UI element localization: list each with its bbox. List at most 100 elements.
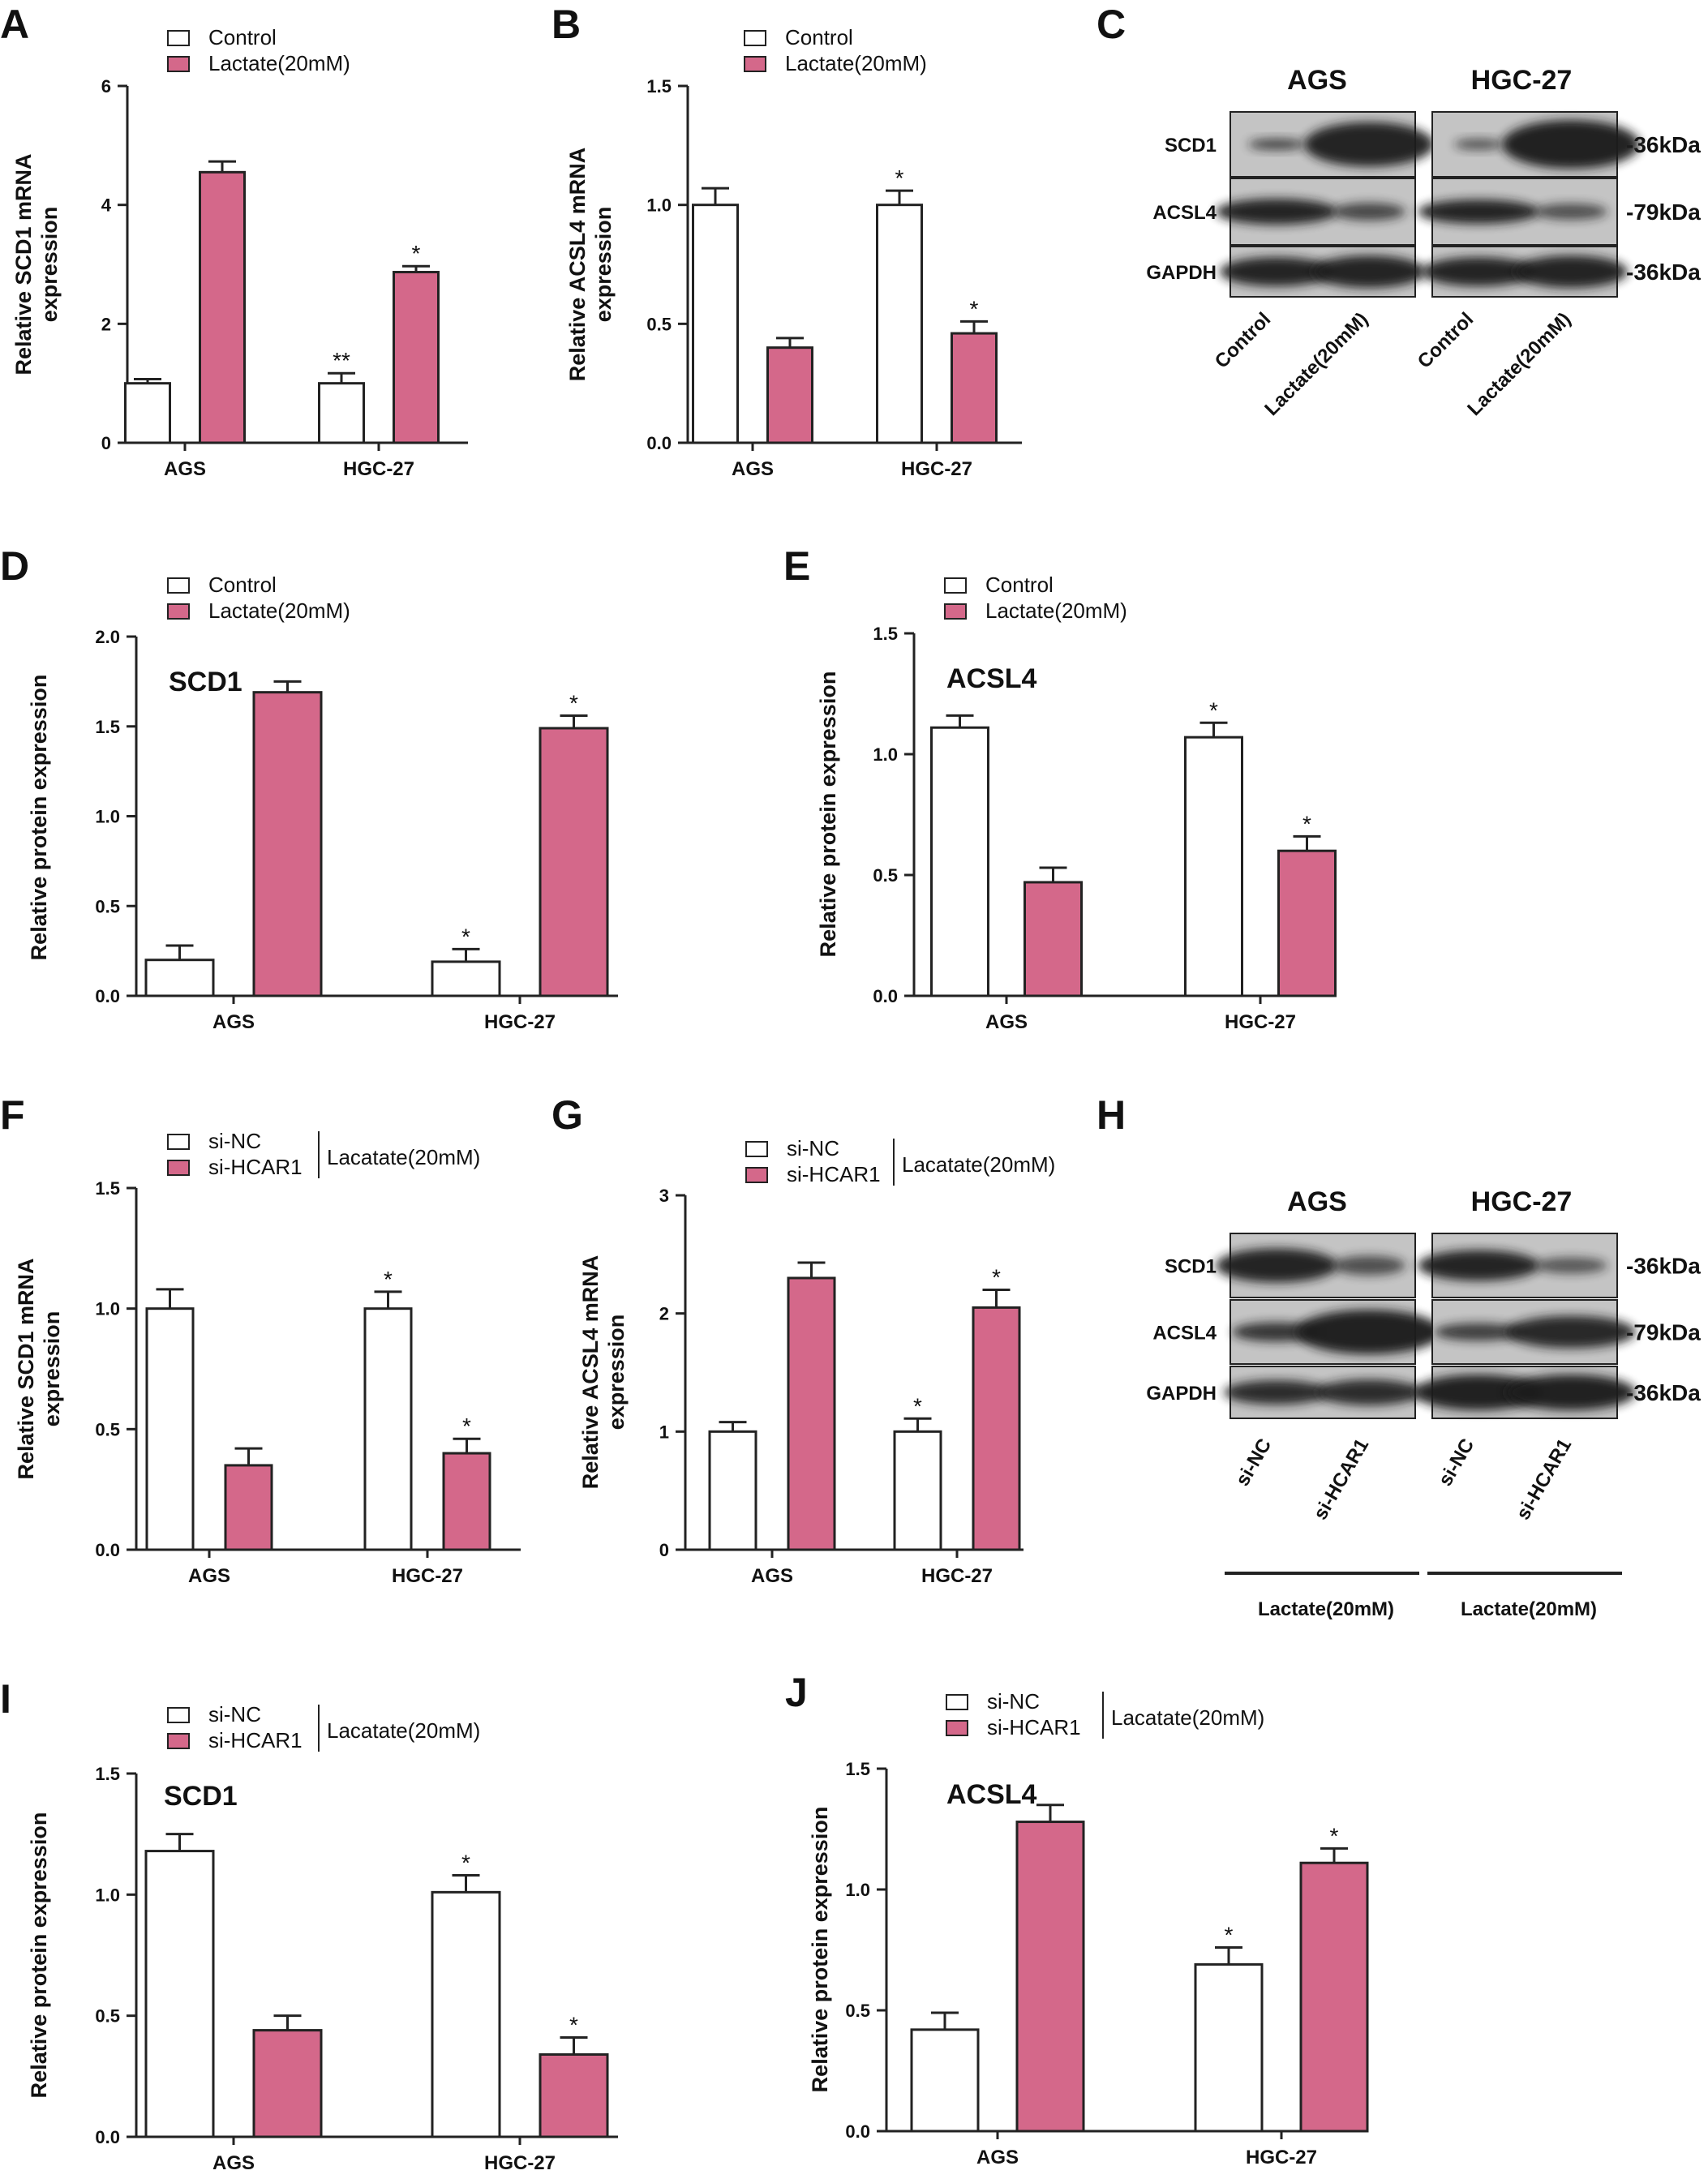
legend-swatch-white xyxy=(167,1134,190,1150)
x-tick-label: HGC-27 xyxy=(343,458,414,480)
legend-swatch-white xyxy=(167,577,190,594)
significance-mark: * xyxy=(913,1393,922,1418)
x-tick-label: HGC-27 xyxy=(901,458,972,480)
legend-suffix: Lacatate(20mM) xyxy=(327,1145,480,1169)
significance-mark: ** xyxy=(333,348,350,373)
y-axis-label-line: Relative protein expression xyxy=(27,675,51,961)
blot-band xyxy=(1422,257,1535,286)
blot-lane-label: si-NC xyxy=(1434,1435,1478,1491)
blot-lane-label: Control xyxy=(1414,308,1478,372)
blot-band xyxy=(1502,120,1640,169)
y-axis-label: Relative protein expression xyxy=(27,675,51,961)
y-tick-label: 6 xyxy=(101,76,111,97)
legend-swatch-white xyxy=(167,1707,190,1723)
legend-swatch-white xyxy=(944,577,967,594)
significance-mark: * xyxy=(461,1850,470,1875)
bar-treatment xyxy=(1024,881,1083,997)
bar-treatment xyxy=(224,1464,273,1551)
blot-band xyxy=(1220,257,1333,286)
blot-lane-label: si-HCAR1 xyxy=(1512,1435,1576,1524)
blot-band xyxy=(1332,203,1405,221)
y-tick-label: 0.5 xyxy=(845,2001,870,2021)
legend-swatch-white xyxy=(744,30,766,46)
legend-entry: Control xyxy=(208,573,277,597)
legend-swatch-pink xyxy=(946,1720,968,1736)
y-tick-label: 1.0 xyxy=(845,1880,870,1900)
bar-treatment xyxy=(1299,1861,1369,2133)
y-tick-label: 1.0 xyxy=(873,744,898,765)
blot-size-label: -36kDa xyxy=(1626,1254,1701,1279)
y-axis-label: Relative protein expression xyxy=(27,1812,51,2099)
blot-bottom-label: Lactate(20mM) xyxy=(1461,1598,1597,1620)
y-tick-label: 1.5 xyxy=(95,1764,120,1784)
y-tick-label: 2.0 xyxy=(95,627,120,647)
blot-band xyxy=(1296,1310,1442,1354)
legend-suffix: Lacatate(20mM) xyxy=(327,1718,480,1743)
blot-band xyxy=(1316,1379,1422,1405)
bar-control xyxy=(910,2028,980,2133)
blot-lane-label: Lactate(20mM) xyxy=(1260,308,1372,420)
blot-size-label: -79kDa xyxy=(1626,1320,1701,1345)
legend-entry: si-HCAR1 xyxy=(208,1728,303,1752)
chart-title: SCD1 xyxy=(169,667,242,697)
significance-mark: * xyxy=(1209,697,1218,723)
legend-swatch-pink xyxy=(944,603,967,620)
y-tick-label: 0.0 xyxy=(646,433,672,453)
significance-mark: * xyxy=(1302,811,1311,836)
y-tick-label: 1.0 xyxy=(646,195,672,216)
blot-lane-label: Control xyxy=(1211,308,1275,372)
bar-treatment xyxy=(199,170,246,444)
legend-entry: Control xyxy=(785,25,853,49)
y-axis-label-line: expression xyxy=(37,207,62,323)
bar-control xyxy=(893,1430,942,1551)
x-tick-label: AGS xyxy=(732,458,774,480)
x-tick-label: AGS xyxy=(976,2147,1019,2168)
y-tick-label: 0 xyxy=(659,1540,669,1560)
x-tick-label: AGS xyxy=(751,1565,793,1587)
blot-lane-label: si-HCAR1 xyxy=(1309,1435,1373,1524)
blot-band xyxy=(1332,1255,1405,1276)
y-tick-label: 1.5 xyxy=(95,717,120,737)
significance-mark: * xyxy=(569,2013,578,2038)
x-tick-label: HGC-27 xyxy=(392,1565,463,1587)
blot-panel-H: H AGS HGC-27 SCD1 -36kDa ACSL4 -79kDa GAPDH -36k… xyxy=(1096,1092,1701,1620)
legend-entry: si-HCAR1 xyxy=(787,1162,881,1186)
y-tick-label: 0.5 xyxy=(873,865,898,886)
y-tick-label: 1.0 xyxy=(95,1299,120,1319)
bar-control xyxy=(708,1430,757,1551)
y-axis-label-line: expression xyxy=(40,1311,64,1427)
blot-lane-label: si-NC xyxy=(1231,1435,1276,1491)
blot-band xyxy=(1312,255,1426,288)
legend-swatch-pink xyxy=(167,56,190,72)
y-tick-label: 2 xyxy=(659,1304,669,1324)
blot-row-label: ACSL4 xyxy=(1152,1323,1217,1345)
bar-treatment xyxy=(393,271,440,444)
y-axis-label: Relative ACSL4 mRNA expression xyxy=(565,148,616,382)
legend-swatch-white xyxy=(745,1141,768,1157)
significance-mark: * xyxy=(412,241,421,266)
y-tick-label: 3 xyxy=(659,1186,669,1206)
blot-band xyxy=(1216,1248,1337,1283)
panel-label-F: F xyxy=(0,1092,25,1138)
blot-group-label: AGS xyxy=(1287,65,1347,96)
x-tick-label: AGS xyxy=(212,1011,255,1033)
legend-swatch-pink xyxy=(745,1167,768,1183)
panel-label-H: H xyxy=(1096,1092,1126,1138)
legend-entry: Control xyxy=(985,573,1054,597)
x-tick-label: HGC-27 xyxy=(1246,2147,1317,2168)
panel-label-D: D xyxy=(0,543,29,589)
y-tick-label: 0 xyxy=(101,433,111,453)
chart-title: ACSL4 xyxy=(946,1779,1037,1810)
significance-mark: * xyxy=(462,1413,471,1439)
